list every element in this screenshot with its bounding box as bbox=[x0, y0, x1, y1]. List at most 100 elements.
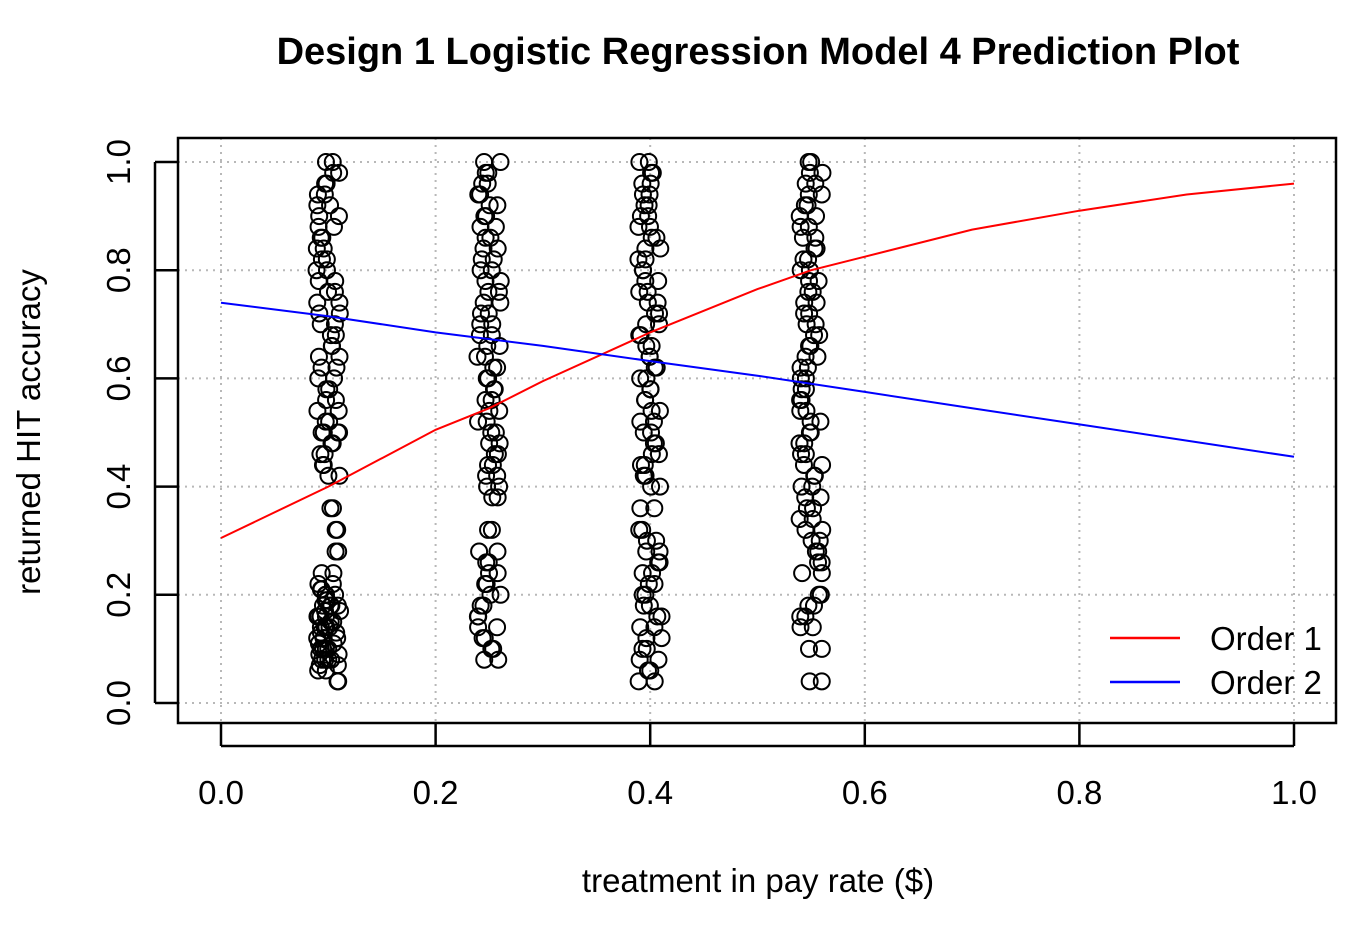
scatter-point bbox=[468, 607, 487, 626]
scatter-point bbox=[483, 315, 502, 334]
scatter-point bbox=[630, 153, 649, 171]
scatter-point bbox=[323, 153, 342, 171]
scatter-point bbox=[640, 217, 659, 236]
scatter-point bbox=[641, 174, 660, 193]
scatter-point bbox=[479, 163, 498, 182]
scatter-point bbox=[810, 326, 829, 345]
scatter-point bbox=[795, 304, 814, 323]
scatter-point bbox=[795, 196, 814, 215]
scatter-point bbox=[650, 304, 669, 323]
scatter-point bbox=[491, 272, 510, 291]
y-axis-label: returned HIT accuracy bbox=[10, 269, 47, 595]
scatter-point bbox=[330, 163, 349, 182]
y-tick-label: 0.8 bbox=[100, 247, 137, 293]
scatter-point bbox=[482, 423, 501, 442]
scatter-point bbox=[471, 261, 490, 280]
scatter-point bbox=[488, 618, 507, 637]
scatter-point bbox=[812, 564, 831, 583]
scatter-point bbox=[649, 272, 668, 291]
scatter-point bbox=[491, 585, 510, 604]
scatter-point bbox=[637, 315, 656, 334]
scatter-point bbox=[803, 510, 822, 529]
scatter-point bbox=[793, 564, 812, 583]
scatter-point bbox=[794, 455, 813, 474]
x-tick-label: 0.0 bbox=[198, 774, 244, 811]
scatter-point bbox=[631, 369, 650, 388]
x-axis-label: treatment in pay rate ($) bbox=[582, 862, 934, 899]
scatter-point bbox=[479, 520, 498, 539]
scatter-point bbox=[629, 217, 648, 236]
scatter-point bbox=[321, 196, 340, 215]
scatter-point bbox=[634, 596, 653, 615]
scatter-point bbox=[321, 499, 340, 518]
scatter-point bbox=[800, 163, 819, 182]
scatter-point bbox=[481, 585, 500, 604]
scatter-point bbox=[471, 304, 490, 323]
scatter-point bbox=[805, 239, 824, 258]
x-tick-label: 1.0 bbox=[1271, 774, 1317, 811]
scatter-point bbox=[321, 596, 340, 615]
x-tick-label: 0.4 bbox=[627, 774, 673, 811]
scatter-point bbox=[483, 455, 502, 474]
scatter-point bbox=[468, 347, 487, 366]
plot-frame bbox=[176, 136, 1338, 725]
scatter-point bbox=[796, 445, 815, 464]
scatter-point bbox=[321, 326, 340, 345]
scatter-point bbox=[636, 466, 655, 485]
scatter-point bbox=[475, 153, 494, 171]
scatter-point bbox=[651, 239, 670, 258]
scatter-point bbox=[476, 272, 495, 291]
scatter-point bbox=[309, 347, 328, 366]
scatter-point bbox=[642, 445, 661, 464]
scatter-point bbox=[639, 574, 658, 593]
scatter-point bbox=[326, 520, 345, 539]
scatter-point bbox=[639, 153, 658, 171]
scatter-point bbox=[801, 412, 820, 431]
scatter-point bbox=[479, 304, 498, 323]
y-tick-label: 0.4 bbox=[100, 464, 137, 510]
scatter-point bbox=[799, 639, 818, 658]
scatter-point bbox=[473, 174, 492, 193]
scatter-point bbox=[329, 207, 348, 226]
scatter-point bbox=[813, 455, 832, 474]
scatter-point bbox=[309, 217, 328, 236]
scatter-point bbox=[637, 639, 656, 658]
scatter-point bbox=[792, 477, 811, 496]
scatter-point bbox=[641, 380, 660, 399]
scatter-point bbox=[633, 585, 652, 604]
scatter-point bbox=[633, 261, 652, 280]
x-tick-label: 0.8 bbox=[1056, 774, 1102, 811]
scatter-point bbox=[491, 153, 510, 171]
scatter-point bbox=[648, 607, 667, 626]
scatter-point bbox=[472, 250, 491, 269]
scatter-point bbox=[491, 293, 510, 312]
scatter-point bbox=[470, 542, 489, 561]
scatter-point bbox=[490, 477, 509, 496]
scatter-point bbox=[794, 250, 813, 269]
scatter-point bbox=[636, 250, 655, 269]
scatter-point bbox=[643, 163, 662, 182]
scatter-point bbox=[489, 282, 508, 301]
scatter-point bbox=[791, 217, 810, 236]
scatter-point bbox=[649, 445, 668, 464]
scatter-point bbox=[796, 369, 815, 388]
scatter-point bbox=[324, 564, 343, 583]
scatter-point bbox=[802, 531, 821, 550]
scatter-point bbox=[812, 553, 831, 572]
scatter-point bbox=[811, 412, 830, 431]
scatter-point bbox=[796, 607, 815, 626]
scatter-point bbox=[636, 239, 655, 258]
scatter-point bbox=[797, 499, 816, 518]
x-axis: 0.0 0.2 0.4 0.6 0.8 1.0 bbox=[198, 723, 1317, 811]
scatter-point bbox=[649, 650, 668, 669]
scatter-point bbox=[647, 531, 666, 550]
scatter-point bbox=[633, 564, 652, 583]
scatter-point bbox=[636, 272, 655, 291]
scatter-point bbox=[478, 174, 497, 193]
y-tick-label: 0.6 bbox=[100, 355, 137, 401]
scatter-point bbox=[488, 542, 507, 561]
scatter-point bbox=[480, 564, 499, 583]
scatter-point bbox=[645, 499, 664, 518]
scatter-point bbox=[631, 499, 650, 518]
scatter-point bbox=[644, 412, 663, 431]
